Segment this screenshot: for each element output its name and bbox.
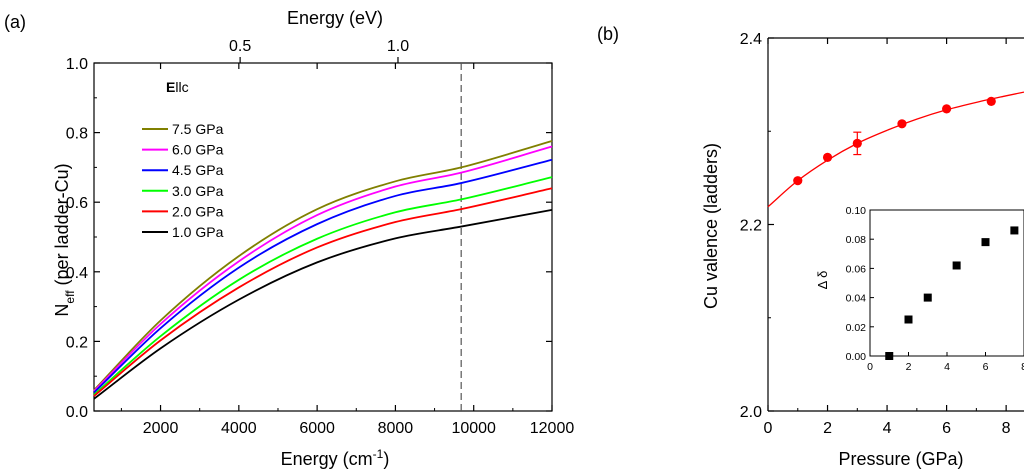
inset-y-tick-label: 0.08	[846, 234, 867, 246]
panel-a-legend-title: Ellc	[166, 79, 189, 95]
panel-b-fit-line	[767, 91, 1024, 208]
panel-a-x-tick-label: 4000	[221, 420, 257, 437]
panel-a-series-line	[93, 145, 553, 392]
panel-b-y-tick-label: 2.2	[740, 218, 762, 235]
panel-b-x-tick-label: 2	[823, 420, 832, 437]
inset-x-tick-label: 6	[983, 361, 989, 373]
panel-b-y-axis-label: Cu valence (ladders)	[701, 143, 721, 309]
panel-a-top-tick-label: 0.5	[229, 38, 251, 55]
inset-y-tick-label: 0.06	[846, 263, 867, 275]
panel-b-data-point	[822, 152, 833, 162]
panel-a-x-axis-label: Energy (cm-1)	[281, 447, 390, 469]
panel-b-data-point	[986, 96, 996, 107]
panel-a-y-tick-label: 0.2	[66, 334, 88, 351]
inset-x-tick-label: 4	[944, 361, 950, 373]
panel-a-y-axis-label: Neff (per ladder-Cu)	[52, 163, 77, 316]
panel-b-x-tick-label: 4	[883, 420, 892, 437]
inset-y-axis-label: Δ δ	[815, 271, 830, 290]
panel-a-x-tick-label: 6000	[299, 420, 335, 437]
panel-a-series-line	[93, 187, 553, 397]
inset-data-point	[981, 238, 990, 247]
panel-a-y-tick-label: 1.0	[66, 56, 88, 73]
panel-a-series-line	[93, 208, 553, 400]
panel-a-y-tick-label: 0.0	[66, 404, 88, 421]
panel-b-x-tick-label: 0	[764, 420, 773, 437]
panel-b-y-tick-label: 2.0	[740, 404, 762, 421]
panel-a-legend-entry: 7.5 GPa	[172, 121, 224, 137]
inset-data-point	[885, 352, 894, 360]
inset-y-tick-label: 0.02	[846, 322, 867, 334]
inset-data-point	[1010, 226, 1019, 235]
panel-b-x-tick-label: 8	[1002, 420, 1011, 437]
inset-y-tick-label: 0.04	[846, 293, 867, 305]
panel-a-legend-entry: 3.0 GPa	[172, 183, 224, 199]
panel-a-legend-entry: 4.5 GPa	[172, 162, 224, 178]
panel-a-top-tick-label: 1.0	[387, 38, 409, 55]
panel-a-legend-entry: 2.0 GPa	[172, 203, 224, 219]
panel-a-x-tick-label: 10000	[451, 420, 496, 437]
inset-x-tick-label: 2	[906, 361, 912, 373]
inset-x-tick-label: 0	[867, 361, 873, 373]
panel-a-legend-entry: 1.0 GPa	[172, 224, 224, 240]
inset-y-tick-label: 0.00	[846, 351, 867, 363]
inset-data-point	[923, 293, 932, 302]
inset-frame	[869, 209, 1024, 357]
panel-a-y-tick-label: 0.8	[66, 126, 88, 143]
inset-x-tick-label: 8	[1021, 361, 1024, 373]
inset-data-point	[904, 315, 913, 324]
panel-a-series-line	[93, 158, 553, 394]
inset-y-tick-label: 0.10	[846, 205, 867, 217]
panel-a-series-line	[93, 140, 553, 391]
panel-a-x-tick-label: 12000	[530, 420, 575, 437]
panel-b-plot: 0 2 4 6 8 2.0 2.2 2.4 0.00 0.02 0.04 0.06 0.08 0.10 0 2…	[740, 31, 1024, 437]
panel-b-x-tick-label: 6	[942, 420, 951, 437]
panel-a-y-tick-label: 0.6	[66, 195, 88, 212]
panel-a-top-axis-label: Energy (eV)	[287, 8, 383, 28]
panel-b-y-tick-label: 2.4	[740, 31, 762, 48]
panel-a-x-tick-label: 8000	[378, 420, 414, 437]
panel-a-y-tick-label: 0.4	[66, 265, 88, 282]
panel-a-x-tick-label: 2000	[143, 420, 179, 437]
panel-a-legend-entry: 6.0 GPa	[172, 142, 224, 158]
panel-b-label: (b)	[597, 24, 619, 44]
panel-b-x-axis-label: Pressure (GPa)	[838, 449, 963, 469]
panel-b-data-point	[793, 176, 803, 186]
panel-a-series-line	[93, 176, 553, 396]
panel-a-label: (a)	[4, 12, 26, 32]
panel-b-data-point	[942, 104, 952, 114]
inset-data-point	[952, 261, 961, 270]
panel-a-plot: 2000 4000 6000 8000 10000 12000 0.0 0.2 0.4 0.6 0.…	[66, 38, 575, 437]
panel-b-data-point	[852, 138, 862, 148]
panel-b-data-point	[897, 119, 907, 129]
